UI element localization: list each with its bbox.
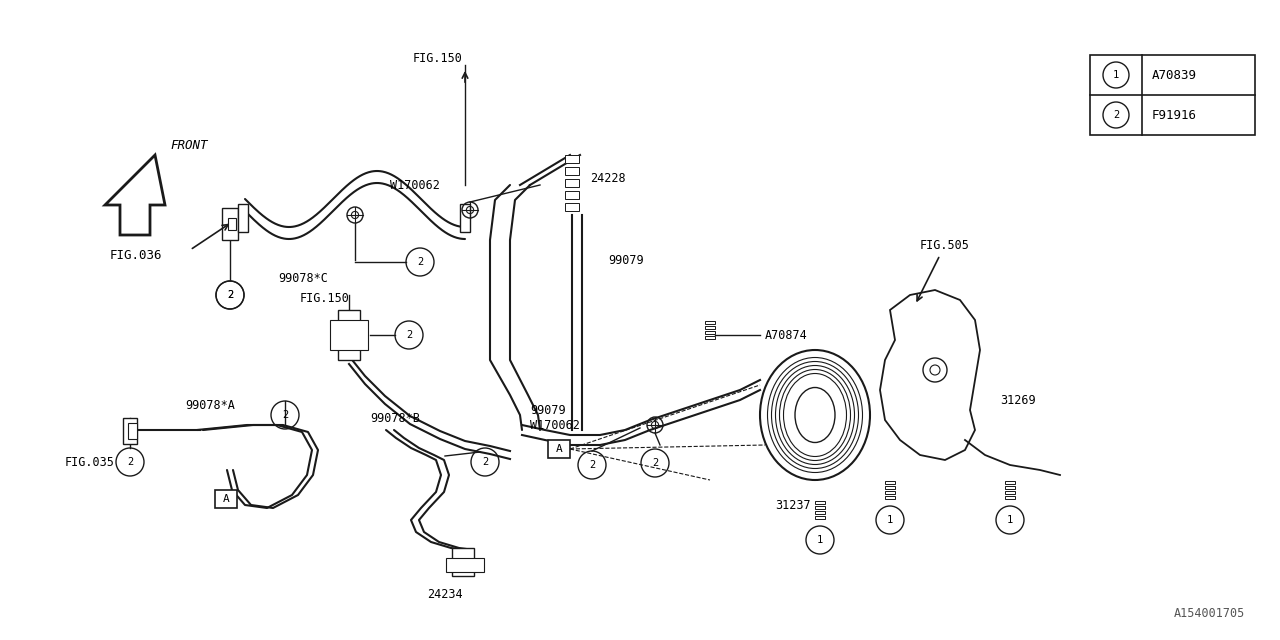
Text: 99079: 99079 — [530, 403, 566, 417]
Bar — [884, 491, 895, 494]
Bar — [815, 506, 826, 509]
Text: 99079: 99079 — [608, 253, 644, 266]
Bar — [221, 208, 238, 240]
Text: 1: 1 — [1007, 515, 1014, 525]
Text: 1: 1 — [887, 515, 893, 525]
Text: 31237: 31237 — [774, 499, 810, 511]
Bar — [330, 320, 369, 350]
Text: 99078*C: 99078*C — [278, 271, 328, 285]
Text: 24234: 24234 — [428, 589, 463, 602]
Text: 2: 2 — [652, 458, 658, 468]
Text: 2: 2 — [481, 457, 488, 467]
Bar — [1005, 486, 1015, 489]
Text: 24228: 24228 — [590, 172, 626, 184]
Text: A: A — [556, 444, 562, 454]
Bar — [128, 423, 137, 439]
Text: 2: 2 — [227, 290, 233, 300]
Bar — [564, 179, 579, 187]
Bar — [564, 191, 579, 199]
Text: 2: 2 — [282, 410, 288, 420]
Ellipse shape — [795, 387, 835, 442]
Bar — [228, 218, 236, 230]
Bar — [123, 418, 137, 444]
Text: 2: 2 — [589, 460, 595, 470]
Text: FIG.035: FIG.035 — [65, 456, 115, 468]
Bar — [548, 440, 570, 458]
Text: 2: 2 — [127, 457, 133, 467]
Text: FIG.036: FIG.036 — [110, 248, 163, 262]
Bar — [564, 203, 579, 211]
Bar — [815, 516, 826, 519]
Bar — [564, 155, 579, 163]
Bar — [338, 310, 360, 360]
Bar — [452, 548, 474, 576]
Bar — [1005, 481, 1015, 484]
Text: 2: 2 — [406, 330, 412, 340]
Text: FIG.150: FIG.150 — [300, 291, 349, 305]
Bar — [705, 326, 716, 329]
Bar — [884, 481, 895, 484]
Text: 31269: 31269 — [1000, 394, 1036, 406]
Bar — [1005, 496, 1015, 499]
Text: 2: 2 — [1112, 110, 1119, 120]
Bar — [705, 336, 716, 339]
Bar — [1005, 491, 1015, 494]
Text: F91916: F91916 — [1152, 109, 1197, 122]
Bar — [815, 501, 826, 504]
Text: FIG.505: FIG.505 — [920, 239, 970, 252]
Text: 1: 1 — [817, 535, 823, 545]
Bar — [238, 204, 248, 232]
Bar — [215, 490, 237, 508]
Bar — [705, 331, 716, 334]
Text: A70874: A70874 — [765, 328, 808, 342]
Ellipse shape — [760, 350, 870, 480]
Bar — [884, 486, 895, 489]
Text: 2: 2 — [417, 257, 424, 267]
Bar — [1091, 55, 1254, 135]
Text: 99078*B: 99078*B — [370, 412, 420, 424]
Bar — [460, 204, 470, 232]
Text: 2: 2 — [227, 290, 233, 300]
Bar — [564, 167, 579, 175]
Text: A70839: A70839 — [1152, 68, 1197, 81]
Bar — [815, 511, 826, 514]
Bar — [705, 321, 716, 324]
Text: 99078*A: 99078*A — [186, 399, 234, 412]
Text: 1: 1 — [1112, 70, 1119, 80]
Text: A154001705: A154001705 — [1174, 607, 1245, 620]
Bar — [884, 496, 895, 499]
Text: W170062: W170062 — [530, 419, 580, 431]
Bar — [445, 558, 484, 572]
Text: A: A — [223, 494, 229, 504]
Text: FIG.150: FIG.150 — [413, 51, 463, 65]
Text: W170062: W170062 — [390, 179, 440, 191]
Text: FRONT: FRONT — [170, 138, 207, 152]
